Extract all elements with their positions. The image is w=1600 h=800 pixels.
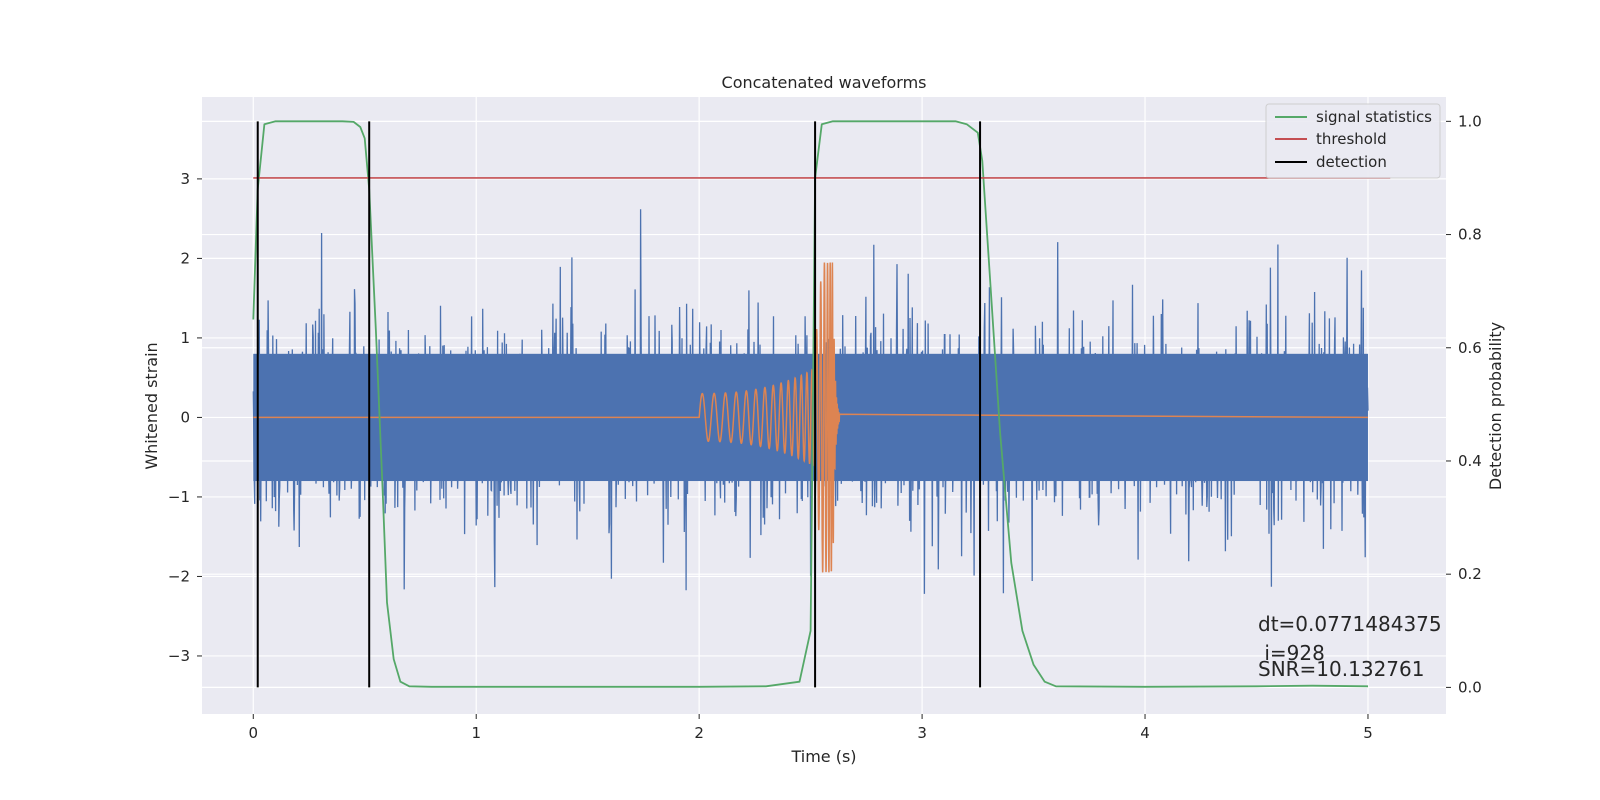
y2-tick-label: 0.6 [1458,339,1482,357]
chart-title: Concatenated waveforms [722,73,927,92]
chirp-line [253,262,1368,573]
y-tick-label: 0 [180,408,190,426]
y2-tick-label: 1.0 [1458,112,1482,130]
legend-label-threshold: threshold [1316,130,1387,148]
x-tick-label: 3 [917,724,927,742]
x-tick-label: 2 [694,724,704,742]
annotation-index: i=928 [1258,641,1325,665]
y2-tick-label: 0.4 [1458,452,1482,470]
y2-tick-label: 0.8 [1458,226,1482,244]
annotation-dt: dt=0.0771484375 [1258,612,1442,636]
y2-tick-label: 0.0 [1458,678,1482,696]
legend-label-detection: detection [1316,153,1387,171]
y-tick-label: −3 [168,647,190,665]
legend-label-signal-statistics: signal statistics [1316,108,1432,126]
y-tick-label: 3 [180,170,190,188]
detection-series [256,121,982,688]
x-tick-label: 0 [249,724,259,742]
y-tick-label: 2 [180,249,190,267]
y-tick-label: 1 [180,329,190,347]
legend-box [1265,103,1441,179]
legend: signal statistics threshold detection [1265,103,1441,179]
y2-tick-label: 0.2 [1458,565,1482,583]
signal-statistics-line [252,120,1369,688]
axis-ticks: 0 1 2 3 4 5 −3 −2 −1 0 1 2 3 0.0 0.2 0.4 0.6 0.8 1.0 [168,112,1482,742]
x-tick-label: 4 [1140,724,1150,742]
annotation-snr: SNR=10.132761 [1258,657,1424,681]
x-tick-label: 1 [471,724,481,742]
y2-axis-label: Detection probability [1486,322,1505,490]
y-axis-label: Whitened strain [142,342,161,469]
x-axis-label: Time (s) [790,747,856,766]
chirp-series [253,262,1368,573]
signal-statistics-series [252,120,1369,688]
x-tick-label: 5 [1363,724,1373,742]
y-tick-label: −1 [168,488,190,506]
y-tick-label: −2 [168,567,190,585]
